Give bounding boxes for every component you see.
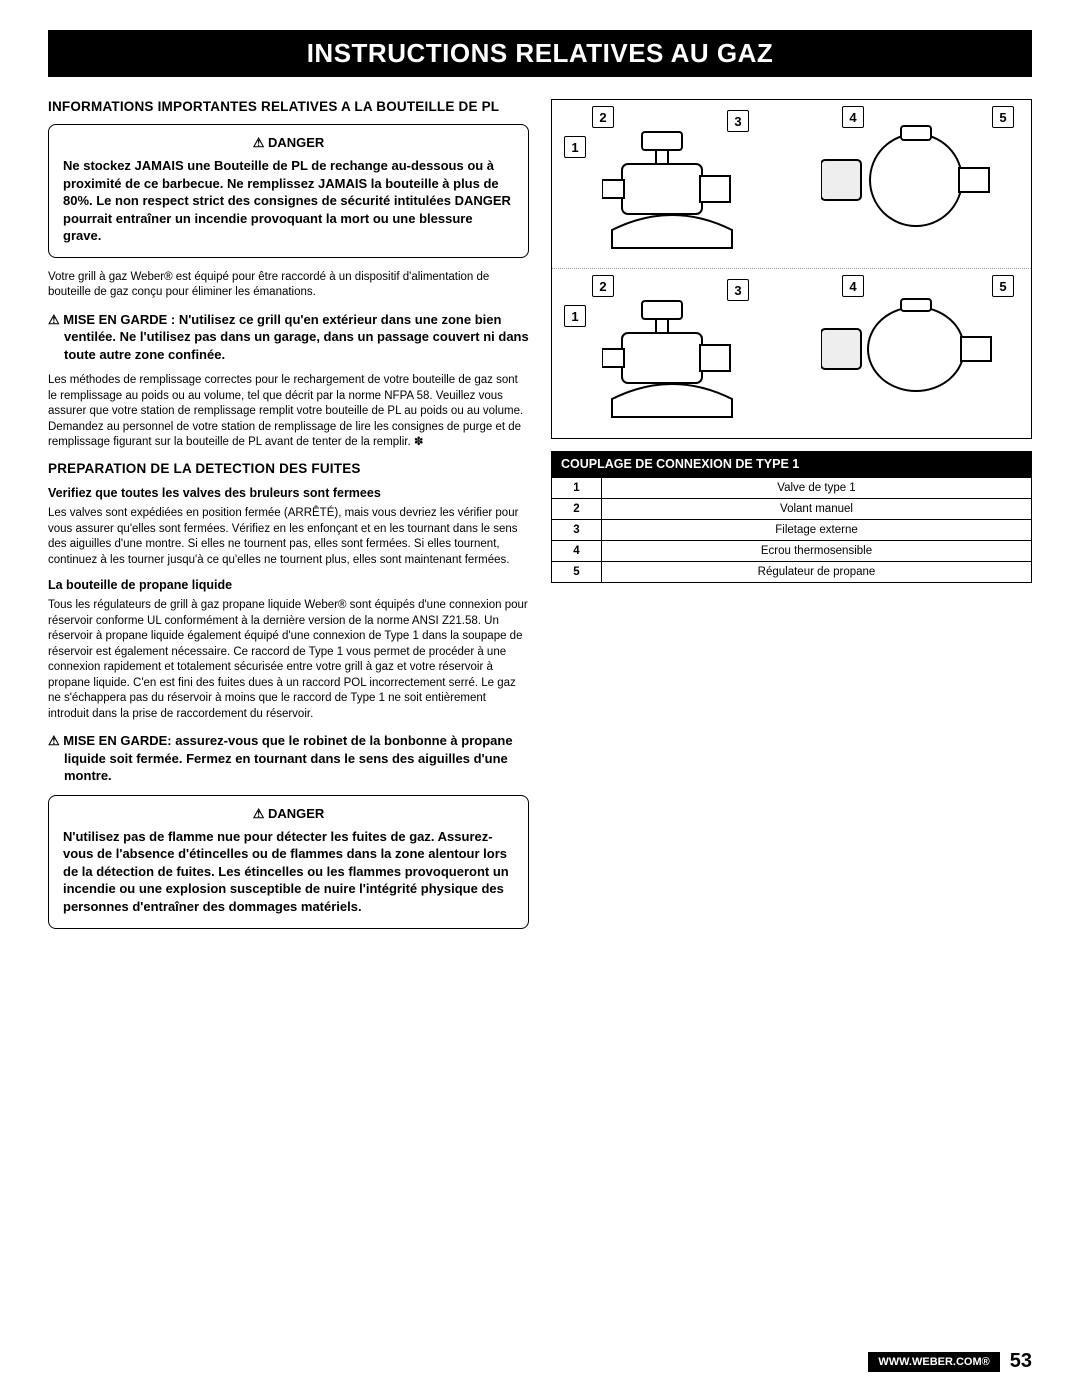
table-title: COUPLAGE DE CONNEXION DE TYPE 1 (551, 451, 1032, 477)
regulator-shape-bottom (821, 289, 1001, 419)
callout-bot-3: 3 (727, 279, 749, 301)
footer: WWW.WEBER.COM® 53 (868, 1350, 1032, 1373)
page-title-bar: INSTRUCTIONS RELATIVES AU GAZ (48, 30, 1032, 77)
paragraph-1: Votre grill à gaz Weber® est équipé pour… (48, 270, 529, 301)
warning-2: ⚠ MISE EN GARDE: assurez-vous que le rob… (48, 732, 529, 785)
danger2-title: ⚠ DANGER (63, 806, 514, 822)
table-cell-label: Ecrou thermosensible (602, 541, 1032, 562)
table-row: 4 Ecrou thermosensible (552, 541, 1032, 562)
table-row: 3 Filetage externe (552, 520, 1032, 541)
danger-box-1: ⚠ DANGER Ne stockez JAMAIS une Bouteille… (48, 124, 529, 258)
callout-top-2: 2 (592, 106, 614, 128)
table-cell-num: 2 (552, 499, 602, 520)
callout-top-1: 1 (564, 136, 586, 158)
section2-heading: PREPARATION DE LA DETECTION DES FUITES (48, 461, 529, 476)
danger2-text: N'utilisez pas de flamme nue pour détect… (63, 828, 514, 916)
parts-table: 1 Valve de type 1 2 Volant manuel 3 File… (551, 477, 1032, 583)
table-cell-label: Filetage externe (602, 520, 1032, 541)
footer-page-number: 53 (1010, 1350, 1032, 1373)
callout-top-3: 3 (727, 110, 749, 132)
paragraph-4: Tous les régulateurs de grill à gaz prop… (48, 598, 529, 722)
table-cell-num: 3 (552, 520, 602, 541)
left-column: INFORMATIONS IMPORTANTES RELATIVES A LA … (48, 99, 529, 941)
diagram-area: 1 2 3 4 5 (551, 99, 1032, 439)
table-cell-label: Régulateur de propane (602, 562, 1032, 583)
table-cell-num: 5 (552, 562, 602, 583)
valve-shape-bottom (602, 299, 742, 419)
danger1-title: ⚠ DANGER (63, 135, 514, 151)
table-cell-label: Volant manuel (602, 499, 1032, 520)
danger1-text: Ne stockez JAMAIS une Bouteille de PL de… (63, 157, 514, 245)
table-cell-label: Valve de type 1 (602, 478, 1032, 499)
paragraph-2: Les méthodes de remplissage correctes po… (48, 373, 529, 451)
danger-box-2: ⚠ DANGER N'utilisez pas de flamme nue po… (48, 795, 529, 929)
table-row: 1 Valve de type 1 (552, 478, 1032, 499)
table-cell-num: 4 (552, 541, 602, 562)
right-column: 1 2 3 4 5 (551, 99, 1032, 941)
table-row: 2 Volant manuel (552, 499, 1032, 520)
diagram-row-top: 1 2 3 4 5 (552, 100, 1031, 269)
subhead-1: Verifiez que toutes les valves des brule… (48, 486, 529, 500)
subhead-2: La bouteille de propane liquide (48, 578, 529, 592)
section1-heading: INFORMATIONS IMPORTANTES RELATIVES A LA … (48, 99, 529, 114)
table-row: 5 Régulateur de propane (552, 562, 1032, 583)
callout-bot-2: 2 (592, 275, 614, 297)
warning-1: ⚠ MISE EN GARDE : N'utilisez ce grill qu… (48, 311, 529, 364)
columns: INFORMATIONS IMPORTANTES RELATIVES A LA … (48, 99, 1032, 941)
paragraph-3: Les valves sont expédiées en position fe… (48, 506, 529, 568)
diagram-row-bottom: 1 2 3 4 5 (552, 269, 1031, 438)
footer-url: WWW.WEBER.COM® (868, 1352, 999, 1372)
table-cell-num: 1 (552, 478, 602, 499)
callout-bot-1: 1 (564, 305, 586, 327)
valve-shape-top (602, 130, 742, 250)
regulator-shape-top (821, 120, 1001, 250)
